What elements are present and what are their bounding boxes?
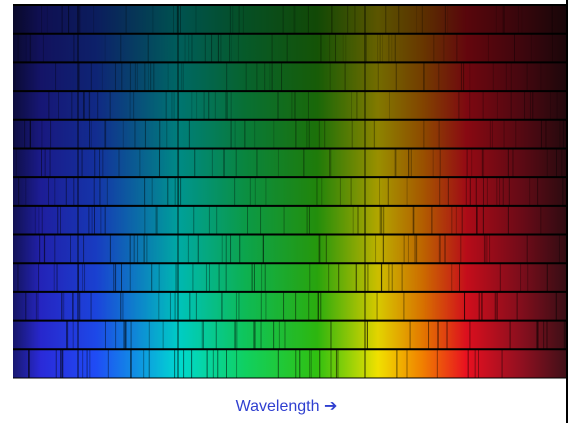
spectrum-image	[0, 0, 573, 390]
strip-shade	[13, 148, 566, 177]
spectrum-rows	[13, 5, 566, 378]
page: {"caption": "Wavelength ➔"} Wavelength ➔…	[0, 0, 573, 423]
strip-shade	[13, 263, 566, 292]
strip-shade	[13, 235, 566, 264]
strip-shade	[13, 120, 566, 149]
image-edge	[566, 0, 568, 423]
strip-shade	[13, 34, 566, 63]
caption: Wavelength ➔	[0, 396, 573, 416]
strip-shade	[13, 321, 566, 350]
strip-shade	[13, 292, 566, 321]
strip-shade	[13, 5, 566, 34]
strip-shade	[13, 62, 566, 91]
